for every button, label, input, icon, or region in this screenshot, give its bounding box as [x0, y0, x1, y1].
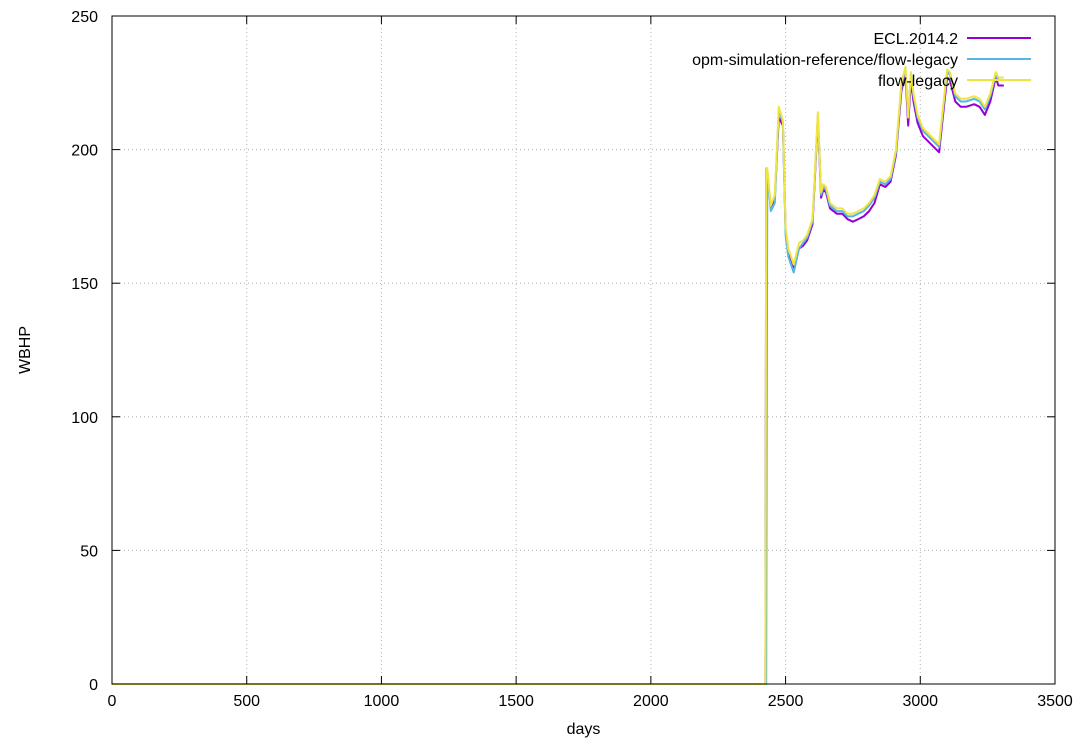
y-axis: 0 50 100 150 200 250 — [71, 9, 1055, 694]
series-line-3 — [112, 65, 1004, 685]
plot-frame — [111, 15, 1056, 685]
legend-label: flow-legacy — [878, 73, 958, 90]
x-tick-label: 500 — [233, 693, 260, 710]
y-tick-label: 150 — [71, 276, 98, 293]
legend-entry: flow-legacy — [878, 73, 1031, 90]
y-tick-label: 200 — [71, 143, 98, 160]
y-tick-label: 100 — [71, 410, 98, 427]
x-tick-label: 2500 — [768, 693, 804, 710]
legend: ECL.2014.2 opm-simulation-reference/flow-… — [692, 31, 1031, 90]
series-line-2 — [112, 68, 1004, 685]
x-tick-label: 3000 — [902, 693, 938, 710]
legend-label: opm-simulation-reference/flow-legacy — [692, 52, 958, 69]
legend-entry: opm-simulation-reference/flow-legacy — [692, 52, 1031, 69]
x-axis: 0 500 1000 1500 2000 2500 3000 3500 — [108, 16, 1073, 710]
x-tick-label: 1000 — [364, 693, 400, 710]
legend-entry: ECL.2014.2 — [873, 31, 1031, 48]
x-tick-label: 3500 — [1037, 693, 1073, 710]
legend-label: ECL.2014.2 — [873, 31, 958, 48]
y-tick-label: 0 — [89, 677, 98, 694]
x-tick-label: 2000 — [633, 693, 669, 710]
y-tick-label: 250 — [71, 9, 98, 26]
grid-layer — [112, 16, 1055, 684]
x-axis-title: days — [567, 721, 601, 738]
y-axis-title: WBHP — [17, 326, 34, 374]
x-tick-label: 1500 — [498, 693, 534, 710]
series-line-1 — [112, 73, 1004, 685]
y-tick-label: 50 — [80, 543, 98, 560]
series-layer — [112, 65, 1004, 685]
x-tick-label: 0 — [108, 693, 117, 710]
